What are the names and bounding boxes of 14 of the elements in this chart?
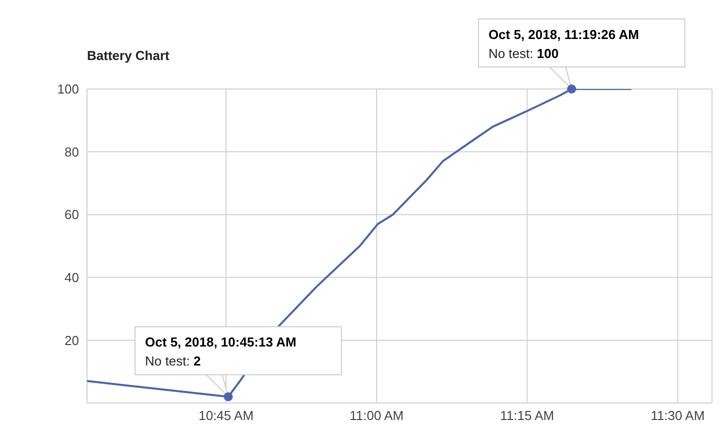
annotation: Oct 5, 2018, 11:19:26 AM No test: 100 [488,27,640,61]
y-tick-label: 40 [64,270,79,286]
y-tick-label: 60 [64,207,79,222]
chart-title: Battery Chart [87,48,170,63]
y-tick-label: 20 [64,332,79,348]
x-tick-label: 10:45 AM [198,408,254,424]
x-tick-label: 11:15 AM [500,408,554,424]
annotation: Oct 5, 2018, 10:45:13 AM No test: 2 [145,334,296,369]
y-tick-label: 100 [57,82,79,97]
x-tick-label: 11:30 AM [650,408,705,424]
x-tick-label: 11:00 AM [350,408,404,424]
tooltip-callout: Oct 5, 2018, 11:19:26 AM No test: 100 [478,18,686,68]
y-tick-label: 80 [64,144,79,160]
tooltip-callout: Oct 5, 2018, 10:45:13 AM No test: 2 [134,326,342,376]
